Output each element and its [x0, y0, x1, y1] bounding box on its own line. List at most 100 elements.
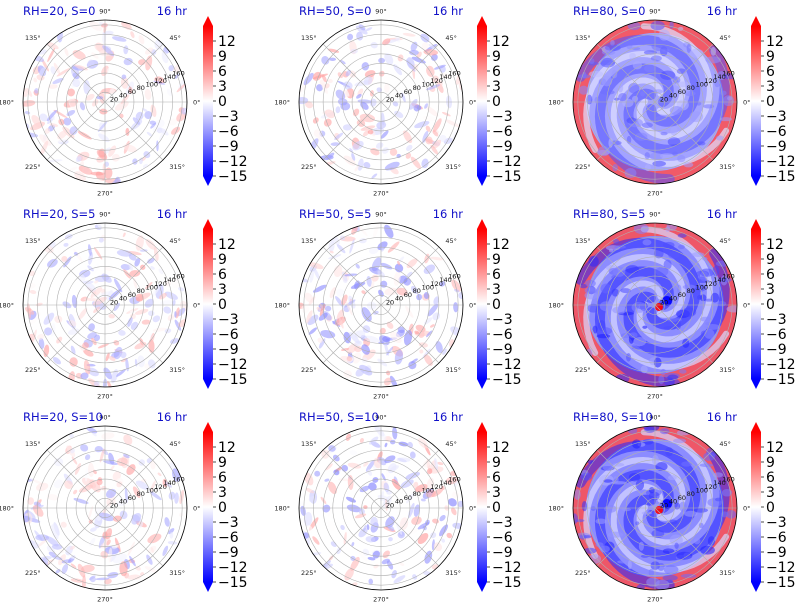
- radial-tick-label: 160: [448, 69, 460, 77]
- angular-tick-label: 135°: [301, 34, 317, 42]
- colorbar-tick-label: 6: [492, 267, 501, 283]
- colorbar-body: [751, 229, 761, 379]
- colorbar-tick-label: 0: [218, 297, 227, 313]
- polar-frame: [22, 19, 188, 185]
- colorbar-tick-label: −15: [492, 169, 522, 185]
- colorbar-tick-label: −15: [766, 575, 795, 591]
- radial-tick-label: 40: [119, 295, 127, 303]
- colorbar-tick-label: −6: [766, 530, 787, 546]
- panel-time-label: 16 hr: [707, 410, 738, 424]
- colorbar-tick-label: −3: [766, 109, 787, 125]
- colorbar-extend-min: [751, 582, 761, 592]
- colorbar-tick-label: −9: [492, 342, 513, 358]
- angular-tick-label: 90°: [99, 8, 111, 16]
- colorbar-tick-label: 9: [218, 49, 227, 65]
- radial-tick-label: 140: [439, 479, 451, 487]
- panel-title: RH=50, S=10: [299, 410, 379, 424]
- angular-tick-label: 180°: [0, 505, 14, 513]
- radial-tick-label: 60: [128, 291, 136, 299]
- colorbar-tick-label: 3: [766, 485, 775, 501]
- angular-tick-label: 135°: [575, 237, 591, 245]
- angular-tick-label: 225°: [25, 163, 41, 171]
- angular-tick-label: 270°: [373, 596, 389, 604]
- angular-tick-label: 45°: [719, 237, 731, 245]
- radial-tick-label: 80: [687, 84, 695, 92]
- colorbar-tick-label: 12: [766, 34, 784, 50]
- colorbar-tick-label: −6: [218, 124, 239, 140]
- colorbar-extend-max: [203, 16, 213, 26]
- colorbar-tick-label: 12: [492, 237, 510, 253]
- radial-tick-label: 20: [386, 95, 394, 103]
- colorbar-extend-max: [477, 422, 487, 432]
- polar-frame: [572, 425, 738, 591]
- panel-title: RH=50, S=5: [299, 207, 371, 221]
- colorbar-tick-label: −3: [492, 109, 513, 125]
- angular-tick-label: 45°: [445, 237, 457, 245]
- angular-tick-label: 270°: [373, 393, 389, 401]
- radial-tick-label: 160: [722, 475, 734, 483]
- radial-tick-label: 140: [713, 73, 725, 81]
- angular-tick-label: 135°: [25, 440, 41, 448]
- angular-tick-label: 315°: [445, 163, 461, 171]
- radial-tick-label: 140: [163, 479, 175, 487]
- radial-tick-label: 20: [110, 298, 118, 306]
- colorbar-extend-max: [477, 16, 487, 26]
- colorbar-extend-max: [477, 219, 487, 229]
- colorbar-body: [477, 26, 487, 176]
- colorbar-extend-max: [751, 219, 761, 229]
- colorbar-tick-label: −12: [492, 154, 522, 170]
- polar-frame: [572, 222, 738, 388]
- angular-tick-label: 225°: [25, 569, 41, 577]
- radial-tick-label: 80: [137, 287, 145, 295]
- angular-tick-label: 45°: [169, 237, 181, 245]
- radial-tick-label: 100: [146, 284, 158, 292]
- panel-title: RH=20, S=10: [23, 410, 103, 424]
- colorbar-tick-label: 9: [218, 252, 227, 268]
- angular-tick-label: 135°: [301, 440, 317, 448]
- radial-tick-label: 80: [687, 490, 695, 498]
- radial-tick-label: 40: [395, 295, 403, 303]
- radial-tick-label: 160: [722, 272, 734, 280]
- radial-tick-label: 60: [678, 494, 686, 502]
- colorbar-tick-label: 6: [492, 64, 501, 80]
- angular-tick-label: 315°: [445, 569, 461, 577]
- colorbar-tick-label: −15: [766, 372, 795, 388]
- panel-time-label: 16 hr: [157, 4, 188, 18]
- colorbar-tick-label: −3: [218, 515, 239, 531]
- colorbar-tick-label: −9: [492, 139, 513, 155]
- colorbar-tick-label: 12: [766, 440, 784, 456]
- colorbar-extend-min: [203, 582, 213, 592]
- angular-tick-label: 180°: [548, 302, 564, 310]
- colorbar-tick-label: 9: [766, 455, 775, 471]
- colorbar-tick-label: 0: [218, 500, 227, 516]
- radial-tick-label: 160: [172, 69, 184, 77]
- angular-tick-label: 180°: [274, 302, 290, 310]
- colorbar-tick-label: 9: [492, 252, 501, 268]
- colorbar-tick-label: 6: [766, 64, 775, 80]
- angular-tick-label: 270°: [647, 393, 663, 401]
- radial-tick-label: 140: [163, 276, 175, 284]
- radial-tick-label: 160: [448, 272, 460, 280]
- colorbar-extend-max: [751, 16, 761, 26]
- radial-tick-label: 100: [422, 487, 434, 495]
- colorbar-tick-label: 9: [766, 49, 775, 65]
- radial-tick-label: 120: [704, 483, 716, 491]
- radial-tick-label: 80: [687, 287, 695, 295]
- radial-tick-label: 40: [669, 498, 677, 506]
- colorbar-body: [477, 229, 487, 379]
- colorbar-tick-label: −3: [492, 312, 513, 328]
- colorbar-tick-label: −9: [218, 342, 239, 358]
- angular-tick-label: 135°: [301, 237, 317, 245]
- angular-tick-label: 90°: [99, 211, 111, 219]
- angular-tick-label: 225°: [575, 366, 591, 374]
- radial-tick-label: 120: [704, 77, 716, 85]
- colorbar-tick-label: −6: [218, 530, 239, 546]
- colorbar-tick-label: 9: [218, 455, 227, 471]
- colorbar-tick-label: −9: [766, 545, 787, 561]
- angular-tick-label: 0°: [193, 505, 200, 513]
- angular-tick-label: 315°: [719, 569, 735, 577]
